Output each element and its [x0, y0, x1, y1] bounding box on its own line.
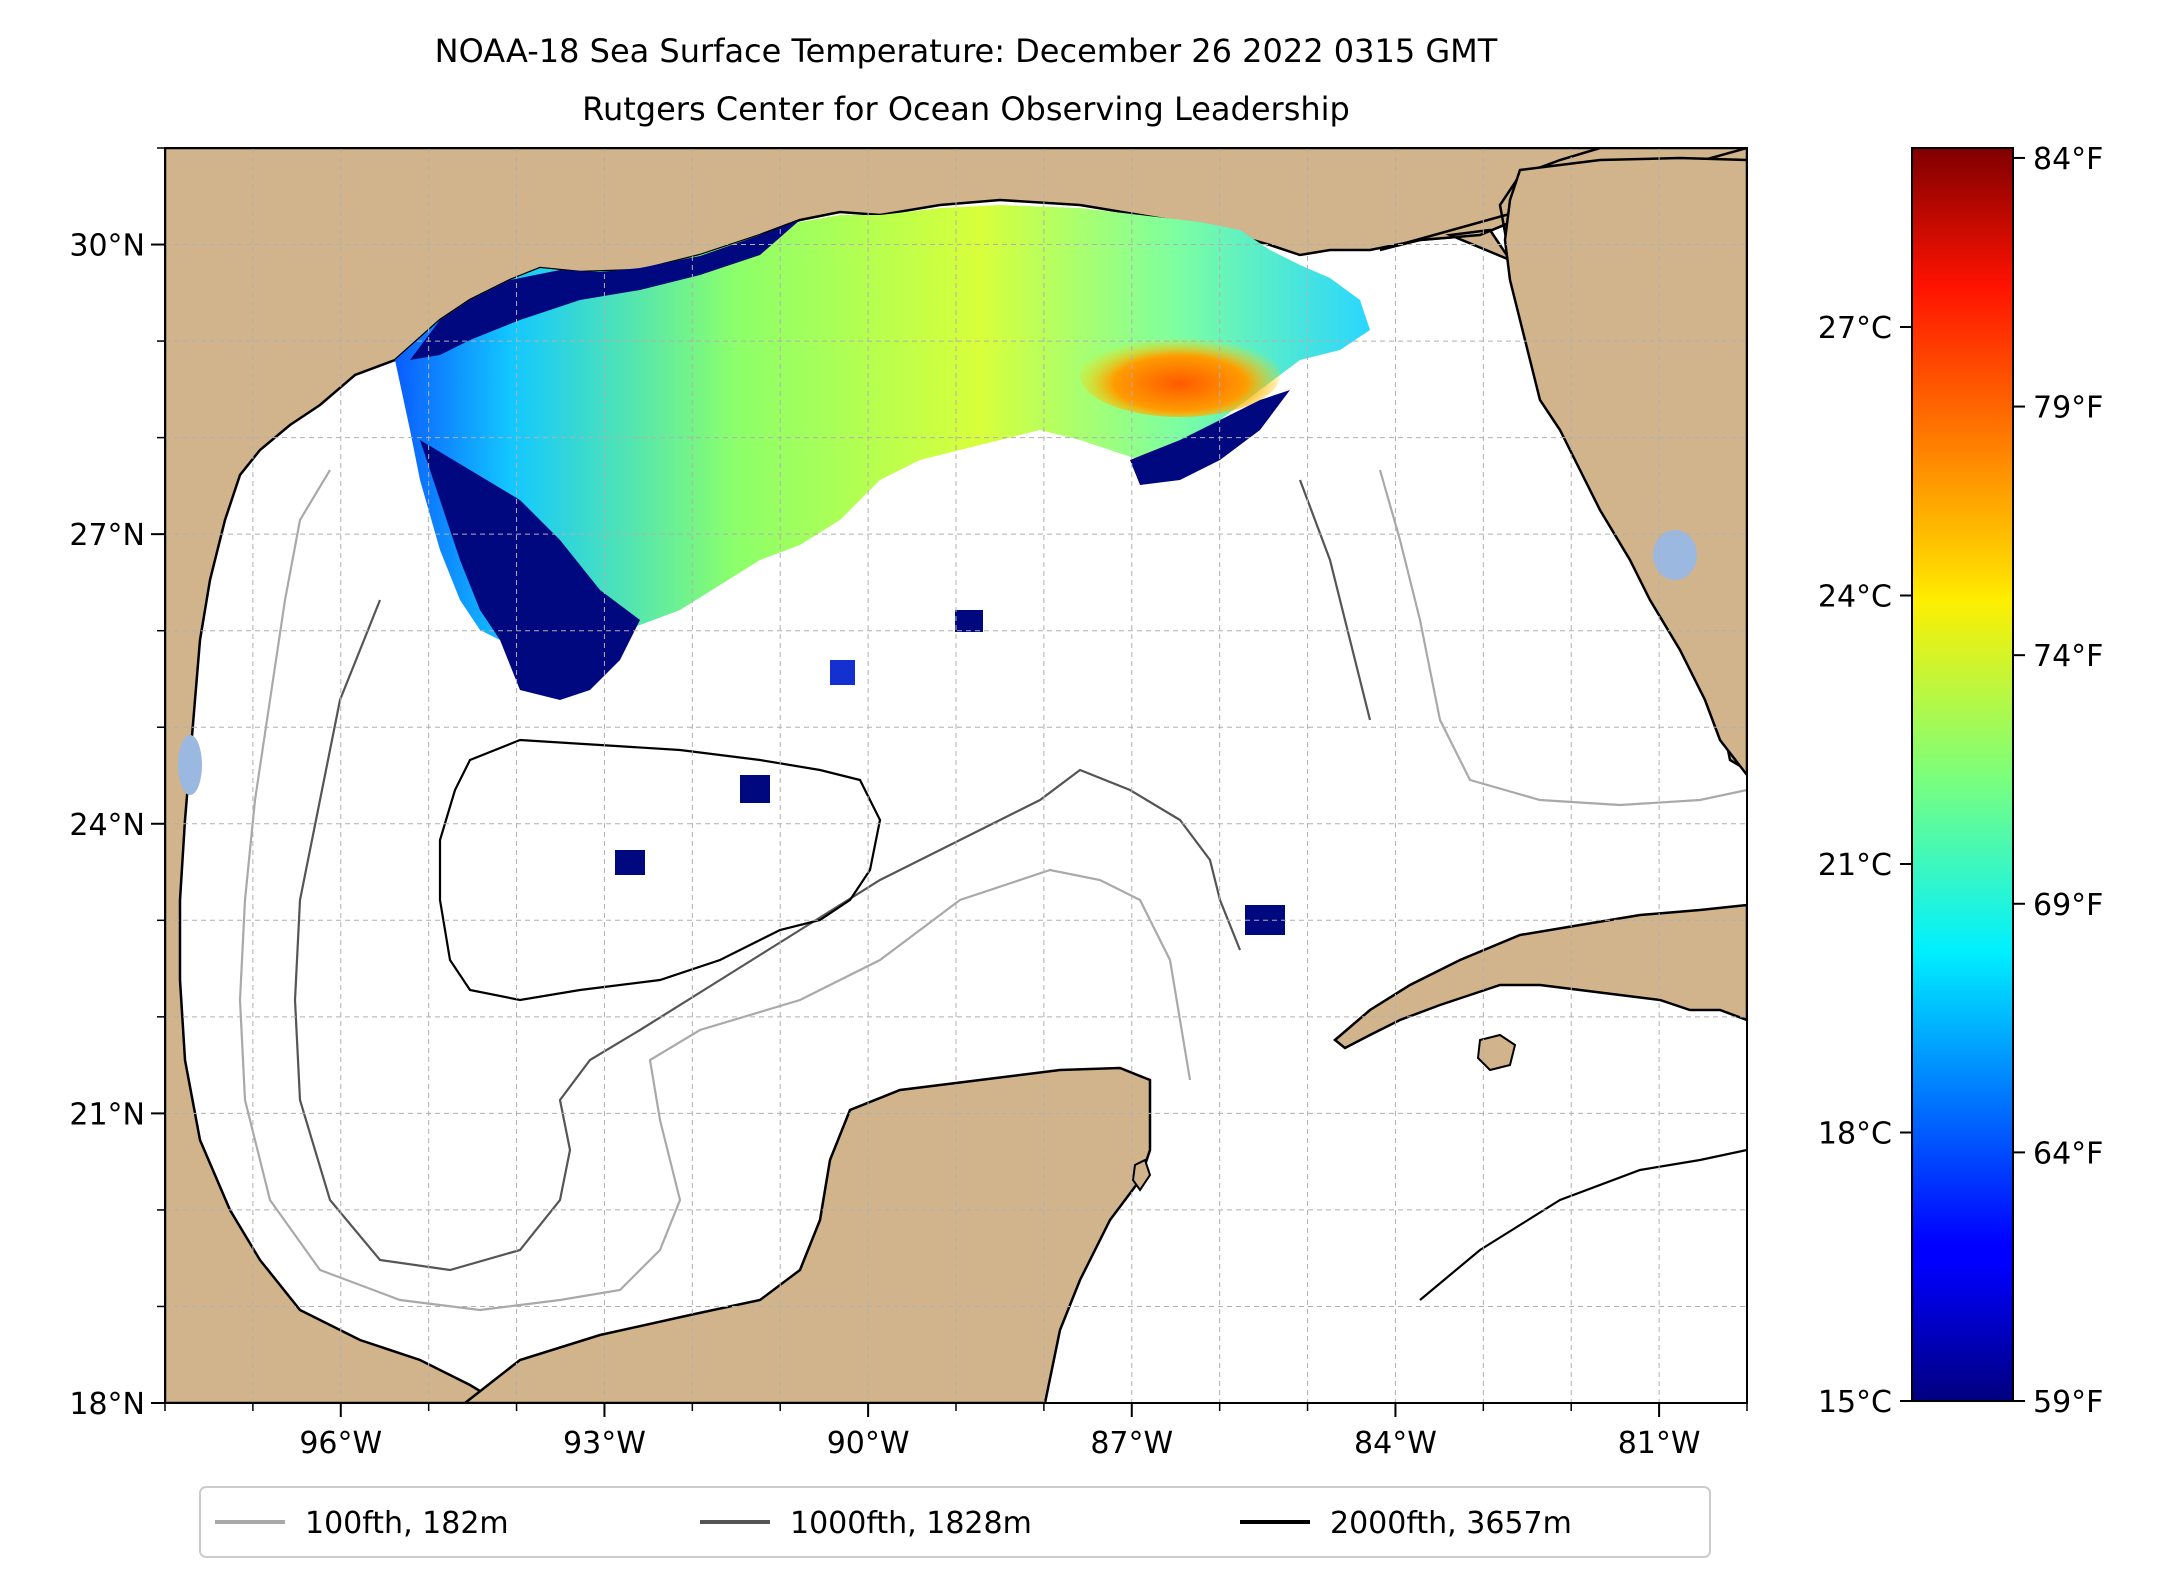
contour-100fth	[238, 469, 1747, 1312]
y-tick-label: 18°N	[69, 1387, 145, 1422]
y-tick-label: 24°N	[69, 808, 145, 843]
colorbar: 15°C 18°C 21°C 24°C 27°C 59°F 64°F 69°F 74°F 79°…	[1818, 142, 2104, 1420]
contour-2000fth	[438, 738, 1747, 1301]
colorbar-ramp	[1911, 147, 2014, 1402]
colorbar-celsius-label: 24°C	[1818, 580, 1892, 615]
y-axis-ticks: 18°N 21°N 24°N 27°N 30°N	[69, 147, 165, 1422]
colorbar-fahrenheit-label: 64°F	[2033, 1136, 2103, 1171]
x-tick-label: 93°W	[563, 1426, 646, 1461]
land-cozumel	[1131, 1158, 1152, 1192]
land-isla-juventud	[1476, 1033, 1517, 1072]
x-axis-ticks: 96°W 93°W 90°W 87°W 84°W 81°W	[164, 1403, 1748, 1461]
x-tick-label: 87°W	[1090, 1426, 1173, 1461]
legend-items: 100fth, 182m 1000fth, 1828m 2000fth, 3657m	[215, 1506, 1572, 1541]
legend-box	[199, 1486, 1711, 1558]
colorbar-celsius-label: 27°C	[1818, 311, 1892, 346]
x-tick-label: 96°W	[299, 1426, 382, 1461]
colorbar-celsius-label: 18°C	[1818, 1117, 1892, 1152]
colorbar-celsius-ticks: 15°C 18°C 21°C 24°C 27°C	[1818, 311, 1912, 1420]
figure-title: NOAA-18 Sea Surface Temperature: Decembe…	[435, 32, 1498, 70]
lake-small	[178, 735, 202, 795]
sst-swath-dark-north	[410, 220, 800, 360]
land-cuba	[1333, 903, 1747, 1050]
legend-label: 1000fth, 1828m	[790, 1506, 1032, 1541]
sst-swath-dark-west	[420, 440, 640, 700]
colorbar-fahrenheit-ticks: 59°F 64°F 69°F 74°F 79°F 84°F	[2013, 142, 2103, 1420]
y-tick-label: 30°N	[69, 229, 145, 264]
land-florida-peninsula	[1503, 156, 1747, 778]
gridlines	[165, 148, 1747, 1403]
x-tick-label: 84°W	[1354, 1426, 1437, 1461]
colorbar-celsius-label: 21°C	[1818, 848, 1892, 883]
legend: 100fth, 182m 1000fth, 1828m 2000fth, 3657m	[199, 1486, 1711, 1558]
colorbar-fahrenheit-label: 59°F	[2033, 1385, 2103, 1420]
legend-label: 2000fth, 3657m	[1330, 1506, 1572, 1541]
colorbar-fahrenheit-label: 69°F	[2033, 888, 2103, 923]
sst-warm-core	[1080, 333, 1280, 417]
contour-1000fth	[293, 479, 1372, 1272]
colorbar-fahrenheit-label: 84°F	[2033, 142, 2103, 177]
x-tick-label: 81°W	[1618, 1426, 1701, 1461]
figure-subtitle: Rutgers Center for Ocean Observing Leade…	[582, 90, 1350, 128]
land-yucatan	[462, 1066, 1152, 1403]
sst-swath-main	[395, 205, 1370, 650]
y-tick-label: 27°N	[69, 518, 145, 553]
colorbar-fahrenheit-label: 79°F	[2033, 391, 2103, 426]
colorbar-celsius-label: 15°C	[1818, 1385, 1892, 1420]
lake-okeechobee	[1653, 530, 1697, 580]
sst-patch-3	[955, 610, 983, 632]
map-panel: 96°W 93°W 90°W 87°W 84°W 81°W 18°N 21°N 24°N 27°…	[69, 147, 1748, 1461]
sst-patch-5	[615, 850, 645, 875]
sst-patch-2	[740, 775, 770, 803]
colorbar-fahrenheit-label: 74°F	[2033, 639, 2103, 674]
y-tick-label: 21°N	[69, 1097, 145, 1132]
sst-patch-1	[830, 660, 855, 685]
legend-label: 100fth, 182m	[305, 1506, 509, 1541]
x-tick-label: 90°W	[827, 1426, 910, 1461]
